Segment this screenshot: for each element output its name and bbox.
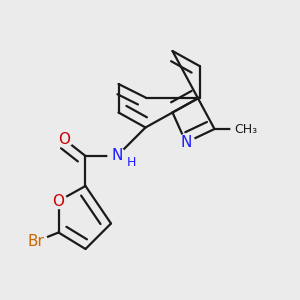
Text: Br: Br (28, 234, 44, 249)
Text: N: N (111, 148, 123, 164)
Text: CH₃: CH₃ (234, 122, 258, 136)
Ellipse shape (177, 134, 195, 151)
Ellipse shape (56, 132, 73, 147)
Text: O: O (58, 132, 70, 147)
Ellipse shape (231, 120, 261, 138)
Ellipse shape (50, 194, 67, 208)
Text: H: H (127, 155, 136, 169)
Ellipse shape (25, 231, 47, 252)
Ellipse shape (108, 148, 126, 164)
Text: N: N (180, 135, 192, 150)
Text: O: O (52, 194, 64, 208)
